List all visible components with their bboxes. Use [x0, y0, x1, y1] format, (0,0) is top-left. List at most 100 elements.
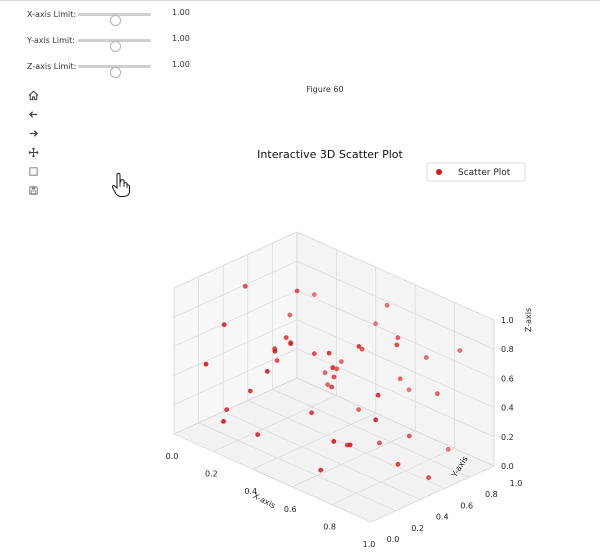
y-limit-slider-row: Y-axis Limit: 1.00: [27, 33, 190, 52]
scatter-point: [423, 355, 429, 360]
scatter-point: [311, 292, 317, 297]
x-limit-slider-thumb[interactable]: [109, 15, 121, 26]
scatter-point: [224, 407, 230, 412]
scatter-point: [406, 387, 412, 393]
forward-button[interactable]: [26, 126, 40, 140]
scatter-point: [377, 440, 382, 446]
z-limit-slider[interactable]: [78, 65, 151, 78]
scatter-point: [294, 288, 300, 294]
scatter-point: [255, 432, 261, 437]
scatter-point: [359, 346, 365, 352]
grid-line: [296, 348, 495, 438]
back-icon: [28, 110, 37, 118]
scatter-point: [384, 302, 390, 308]
scatter-point: [203, 361, 209, 367]
x-tick-label: 0.2: [205, 470, 218, 479]
scatter-point: [311, 351, 317, 356]
grid-line: [370, 465, 495, 523]
x-limit-slider-row: X-axis Limit: 1.00: [27, 7, 190, 26]
grid-line: [173, 260, 298, 318]
y-tick-label: 0.0: [387, 535, 400, 544]
z-tick-label: 0.2: [501, 433, 514, 442]
x-limit-slider[interactable]: [78, 13, 151, 26]
y-tick-label: 0.4: [436, 513, 449, 522]
y-limit-value: 1.00: [172, 34, 190, 43]
grid-line: [198, 422, 396, 512]
pan-icon: [28, 147, 38, 157]
figure-label: Figure 60: [306, 85, 344, 94]
legend-marker: [436, 169, 442, 175]
y-tick-label: 0.6: [460, 501, 473, 510]
top-divider: [0, 0, 600, 1]
grid-line: [296, 231, 495, 321]
scatter-point: [318, 467, 324, 473]
scatter-point: [457, 348, 463, 353]
scatter-point: [283, 335, 289, 340]
scatter-point: [331, 439, 337, 444]
scatter-point: [373, 417, 379, 423]
x-tick-label: 0.8: [323, 522, 336, 531]
grid-line: [296, 260, 495, 350]
scatter-point: [373, 321, 378, 327]
grid-line: [213, 395, 337, 452]
y-limit-slider-thumb[interactable]: [109, 41, 121, 52]
x-tick-label: 0.4: [244, 487, 257, 496]
scatter-point: [375, 392, 381, 398]
home-button[interactable]: [26, 88, 40, 102]
y-limit-label: Y-axis Limit:: [27, 35, 75, 45]
scatter-point: [325, 382, 330, 387]
save-button[interactable]: [26, 183, 40, 197]
scatter-point: [330, 365, 336, 371]
scatter-point: [326, 350, 332, 356]
scatter-point: [242, 283, 248, 289]
scatter-point: [264, 369, 270, 374]
grid-line: [173, 290, 298, 347]
z-tick-label: 0.8: [501, 345, 514, 354]
grid-line: [296, 290, 495, 379]
scatter-point: [334, 366, 340, 372]
pan-button[interactable]: [26, 145, 40, 159]
z-limit-slider-row: Z-axis Limit: 1.00: [27, 59, 190, 78]
zoom-button[interactable]: [26, 164, 40, 178]
scatter-point: [395, 335, 401, 341]
scatter-point: [426, 475, 431, 480]
grid-line: [173, 348, 298, 406]
y-limit-slider[interactable]: [78, 39, 151, 52]
scatter-point: [394, 342, 400, 348]
grid-line: [296, 377, 495, 467]
chart-title: Interactive 3D Scatter Plot: [257, 148, 403, 161]
home-icon: [28, 90, 38, 100]
scatter-point: [344, 442, 350, 448]
grid-line: [272, 388, 470, 478]
grid-line: [173, 377, 298, 435]
legend: Scatter Plot: [426, 162, 526, 182]
back-button[interactable]: [26, 107, 40, 121]
scatter-point: [445, 446, 451, 452]
hand-cursor-icon: [111, 172, 130, 197]
z-tick-label: 0.0: [501, 462, 514, 471]
grid-line: [173, 319, 298, 376]
y-tick-label: 1.0: [510, 479, 523, 488]
grid-line: [223, 411, 421, 500]
z-limit-label: Z-axis Limit:: [27, 61, 77, 71]
scatter-point: [309, 410, 314, 416]
x-limit-value: 1.00: [172, 8, 190, 17]
grid-line: [173, 433, 372, 523]
plot-toolbar: [26, 88, 42, 202]
z-tick-label: 1.0: [501, 316, 514, 325]
x-tick-label: 0.0: [166, 452, 179, 461]
scatter-point: [331, 374, 337, 380]
scatter-point: [274, 358, 280, 363]
y-tick-label: 0.2: [411, 524, 424, 533]
scatter-point: [406, 433, 412, 439]
z-limit-slider-thumb[interactable]: [109, 67, 121, 78]
scatter-point: [395, 461, 401, 467]
save-icon: [28, 185, 38, 195]
x-limit-label: X-axis Limit:: [27, 9, 77, 19]
scatter-point: [247, 388, 253, 394]
z-tick-label: 0.4: [501, 404, 514, 413]
grid-line: [331, 448, 455, 505]
y-tick-label: 0.8: [485, 490, 498, 499]
scatter-point: [339, 359, 344, 364]
